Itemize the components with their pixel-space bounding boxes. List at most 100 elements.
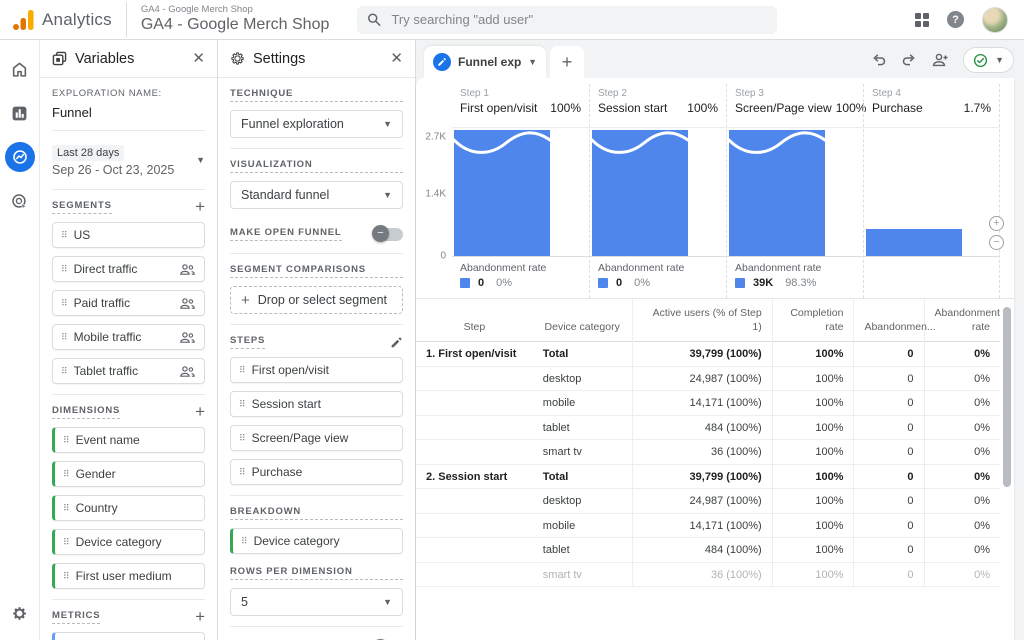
funnel-bar[interactable]	[592, 128, 688, 256]
make-open-funnel-toggle[interactable]: −	[372, 225, 403, 242]
segment-chip[interactable]: ⠿ Mobile traffic	[52, 324, 205, 350]
metric-chip[interactable]: Active users	[52, 632, 205, 640]
variables-icon	[52, 51, 67, 66]
rows-per-dimension-dropdown[interactable]: 5 ▼	[230, 588, 403, 616]
variables-close-icon[interactable]: ✕	[192, 50, 205, 67]
table-cell: Total	[542, 348, 569, 361]
step-rate: 100%	[835, 101, 867, 115]
technique-dropdown[interactable]: Funnel exploration ▼	[230, 110, 403, 138]
settings-close-icon[interactable]: ✕	[390, 50, 403, 67]
nav-home[interactable]	[5, 54, 35, 84]
funnel-step-header: Step 4 Purchase 1.7%	[864, 84, 999, 128]
exploration-name-value[interactable]: Funnel	[52, 105, 92, 120]
table-column-header[interactable]: Active users (% of Step 1)	[631, 299, 773, 342]
table-cell: 100%	[771, 390, 854, 416]
table-row: 1. First open/visit Total 39,799 (100%) 100…	[416, 341, 1000, 367]
funnel-step-chip[interactable]: ⠿ Session start	[230, 391, 403, 417]
nav-admin[interactable]	[5, 598, 35, 628]
funnel-step-header: Step 3 Screen/Page view 100%	[727, 84, 866, 128]
google-apps-icon[interactable]	[915, 12, 929, 27]
date-range-picker[interactable]: Last 28 days Sep 26 - Oct 23, 2025 ▼	[52, 141, 205, 179]
add-tab-button[interactable]: +	[550, 46, 584, 78]
abandonment-rate: 98.3%	[785, 277, 817, 289]
visualization-section: VISUALIZATION Standard funnel ▼ MAKE OPE…	[230, 148, 403, 253]
chip-label: Tablet traffic	[73, 364, 139, 378]
segment-chip[interactable]: ⠿ US	[52, 222, 205, 248]
settings-gear-icon	[231, 52, 244, 65]
rows-per-dimension-value: 5	[241, 595, 248, 609]
analytics-brand[interactable]: Analytics	[0, 9, 126, 31]
chevron-down-icon: ▼	[383, 190, 392, 200]
visualization-dropdown[interactable]: Standard funnel ▼	[230, 181, 403, 209]
funnel-bar[interactable]	[454, 128, 550, 256]
table-column-header[interactable]: Abandonment rate	[923, 299, 1000, 342]
segment-chip[interactable]: ⠿ Paid traffic	[52, 290, 205, 316]
dimension-chip[interactable]: ⠿ Country	[52, 495, 205, 521]
table-scrollbar[interactable]	[1003, 307, 1011, 487]
dimension-chip[interactable]: ⠿ First user medium	[52, 563, 205, 589]
redo-icon[interactable]	[901, 52, 917, 68]
funnel-bar[interactable]	[866, 128, 962, 256]
edit-steps-pencil-icon[interactable]	[390, 336, 403, 349]
help-icon[interactable]: ?	[947, 11, 964, 28]
nav-explore[interactable]	[4, 142, 35, 172]
breakdown-chip[interactable]: ⠿ Device category	[230, 528, 403, 554]
funnel-step-column: Step 4 Purchase 1.7%	[863, 84, 1000, 298]
funnel-step-chip[interactable]: ⠿ Purchase	[230, 459, 403, 485]
chip-label: US	[73, 228, 91, 242]
chip-label: First open/visit	[251, 363, 329, 377]
zoom-in-icon[interactable]: +	[989, 216, 1004, 231]
step-number: Step 4	[872, 88, 901, 99]
abandonment-count: 0	[616, 277, 623, 289]
funnel-step-chip[interactable]: ⠿ First open/visit	[230, 357, 403, 383]
steps-section: STEPS ⠿ First open/visit ⠿ Session start ⠿ Sc…	[230, 324, 403, 495]
add-metric-icon[interactable]: +	[195, 607, 205, 626]
table-column-header[interactable]: Completion rate	[771, 299, 854, 342]
nav-advertising[interactable]	[5, 186, 35, 216]
segment-drop-zone[interactable]: + Drop or select segment	[230, 286, 403, 314]
funnel-step-column: Step 1 First open/visit 100% Abandonment ra…	[452, 84, 589, 298]
abandonment-cell: Abandonment rate 0 0%	[590, 256, 726, 298]
add-segment-icon[interactable]: +	[195, 197, 205, 216]
table-row: desktop 24,987 (100%) 100% 0 0%	[416, 488, 1000, 514]
add-dimension-icon[interactable]: +	[195, 402, 205, 421]
tab-funnel-exploration[interactable]: Funnel explor... ▼	[424, 46, 546, 78]
table-cell: mobile	[542, 519, 576, 532]
canvas-toolbar: ▼	[871, 47, 1014, 78]
dimension-chip[interactable]: ⠿ Device category	[52, 529, 205, 555]
dimension-chip[interactable]: ⠿ Event name	[52, 427, 205, 453]
date-preset: Last 28 days	[52, 145, 125, 161]
funnel-step-chip[interactable]: ⠿ Screen/Page view	[230, 425, 403, 451]
people-icon	[180, 297, 195, 309]
drag-handle-icon: ⠿	[61, 365, 68, 376]
search-input[interactable]	[391, 12, 768, 27]
table-cell: 0	[853, 415, 925, 440]
zoom-out-icon[interactable]: −	[989, 235, 1004, 250]
metrics-label: METRICS	[52, 610, 101, 624]
table-cell: Total	[542, 470, 569, 483]
steps-label: STEPS	[230, 335, 266, 349]
table-cell: 484 (100%)	[631, 415, 773, 440]
chevron-down-icon: ▼	[196, 155, 205, 165]
table-cell: tablet	[542, 421, 570, 434]
status-saved-button[interactable]: ▼	[963, 47, 1014, 73]
avatar[interactable]	[982, 6, 1008, 33]
account-switcher[interactable]: GA4 - Google Merch Shop GA4 - Google Mer…	[125, 1, 344, 38]
table-column-header[interactable]: Step	[463, 320, 486, 333]
table-cell: 0%	[923, 366, 1000, 391]
dimension-chip[interactable]: ⠿ Gender	[52, 461, 205, 487]
nav-reports[interactable]	[5, 98, 35, 128]
global-search[interactable]	[357, 5, 778, 34]
table-column-header[interactable]: Device category	[544, 320, 620, 333]
exploration-name-label: EXPLORATION NAME:	[52, 88, 162, 99]
segment-chip[interactable]: ⠿ Tablet traffic	[52, 358, 205, 384]
funnel-bar[interactable]	[729, 128, 825, 256]
tab-bar: Funnel explor... ▼ + ▼	[416, 40, 1024, 78]
share-add-user-icon[interactable]	[931, 52, 949, 68]
table-column-header[interactable]: Abandonmen...	[853, 299, 936, 342]
table-cell: 24,987 (100%)	[631, 366, 773, 391]
segment-chip[interactable]: ⠿ Direct traffic	[52, 256, 205, 282]
table-cell: desktop	[542, 495, 582, 508]
undo-icon[interactable]	[871, 52, 887, 68]
